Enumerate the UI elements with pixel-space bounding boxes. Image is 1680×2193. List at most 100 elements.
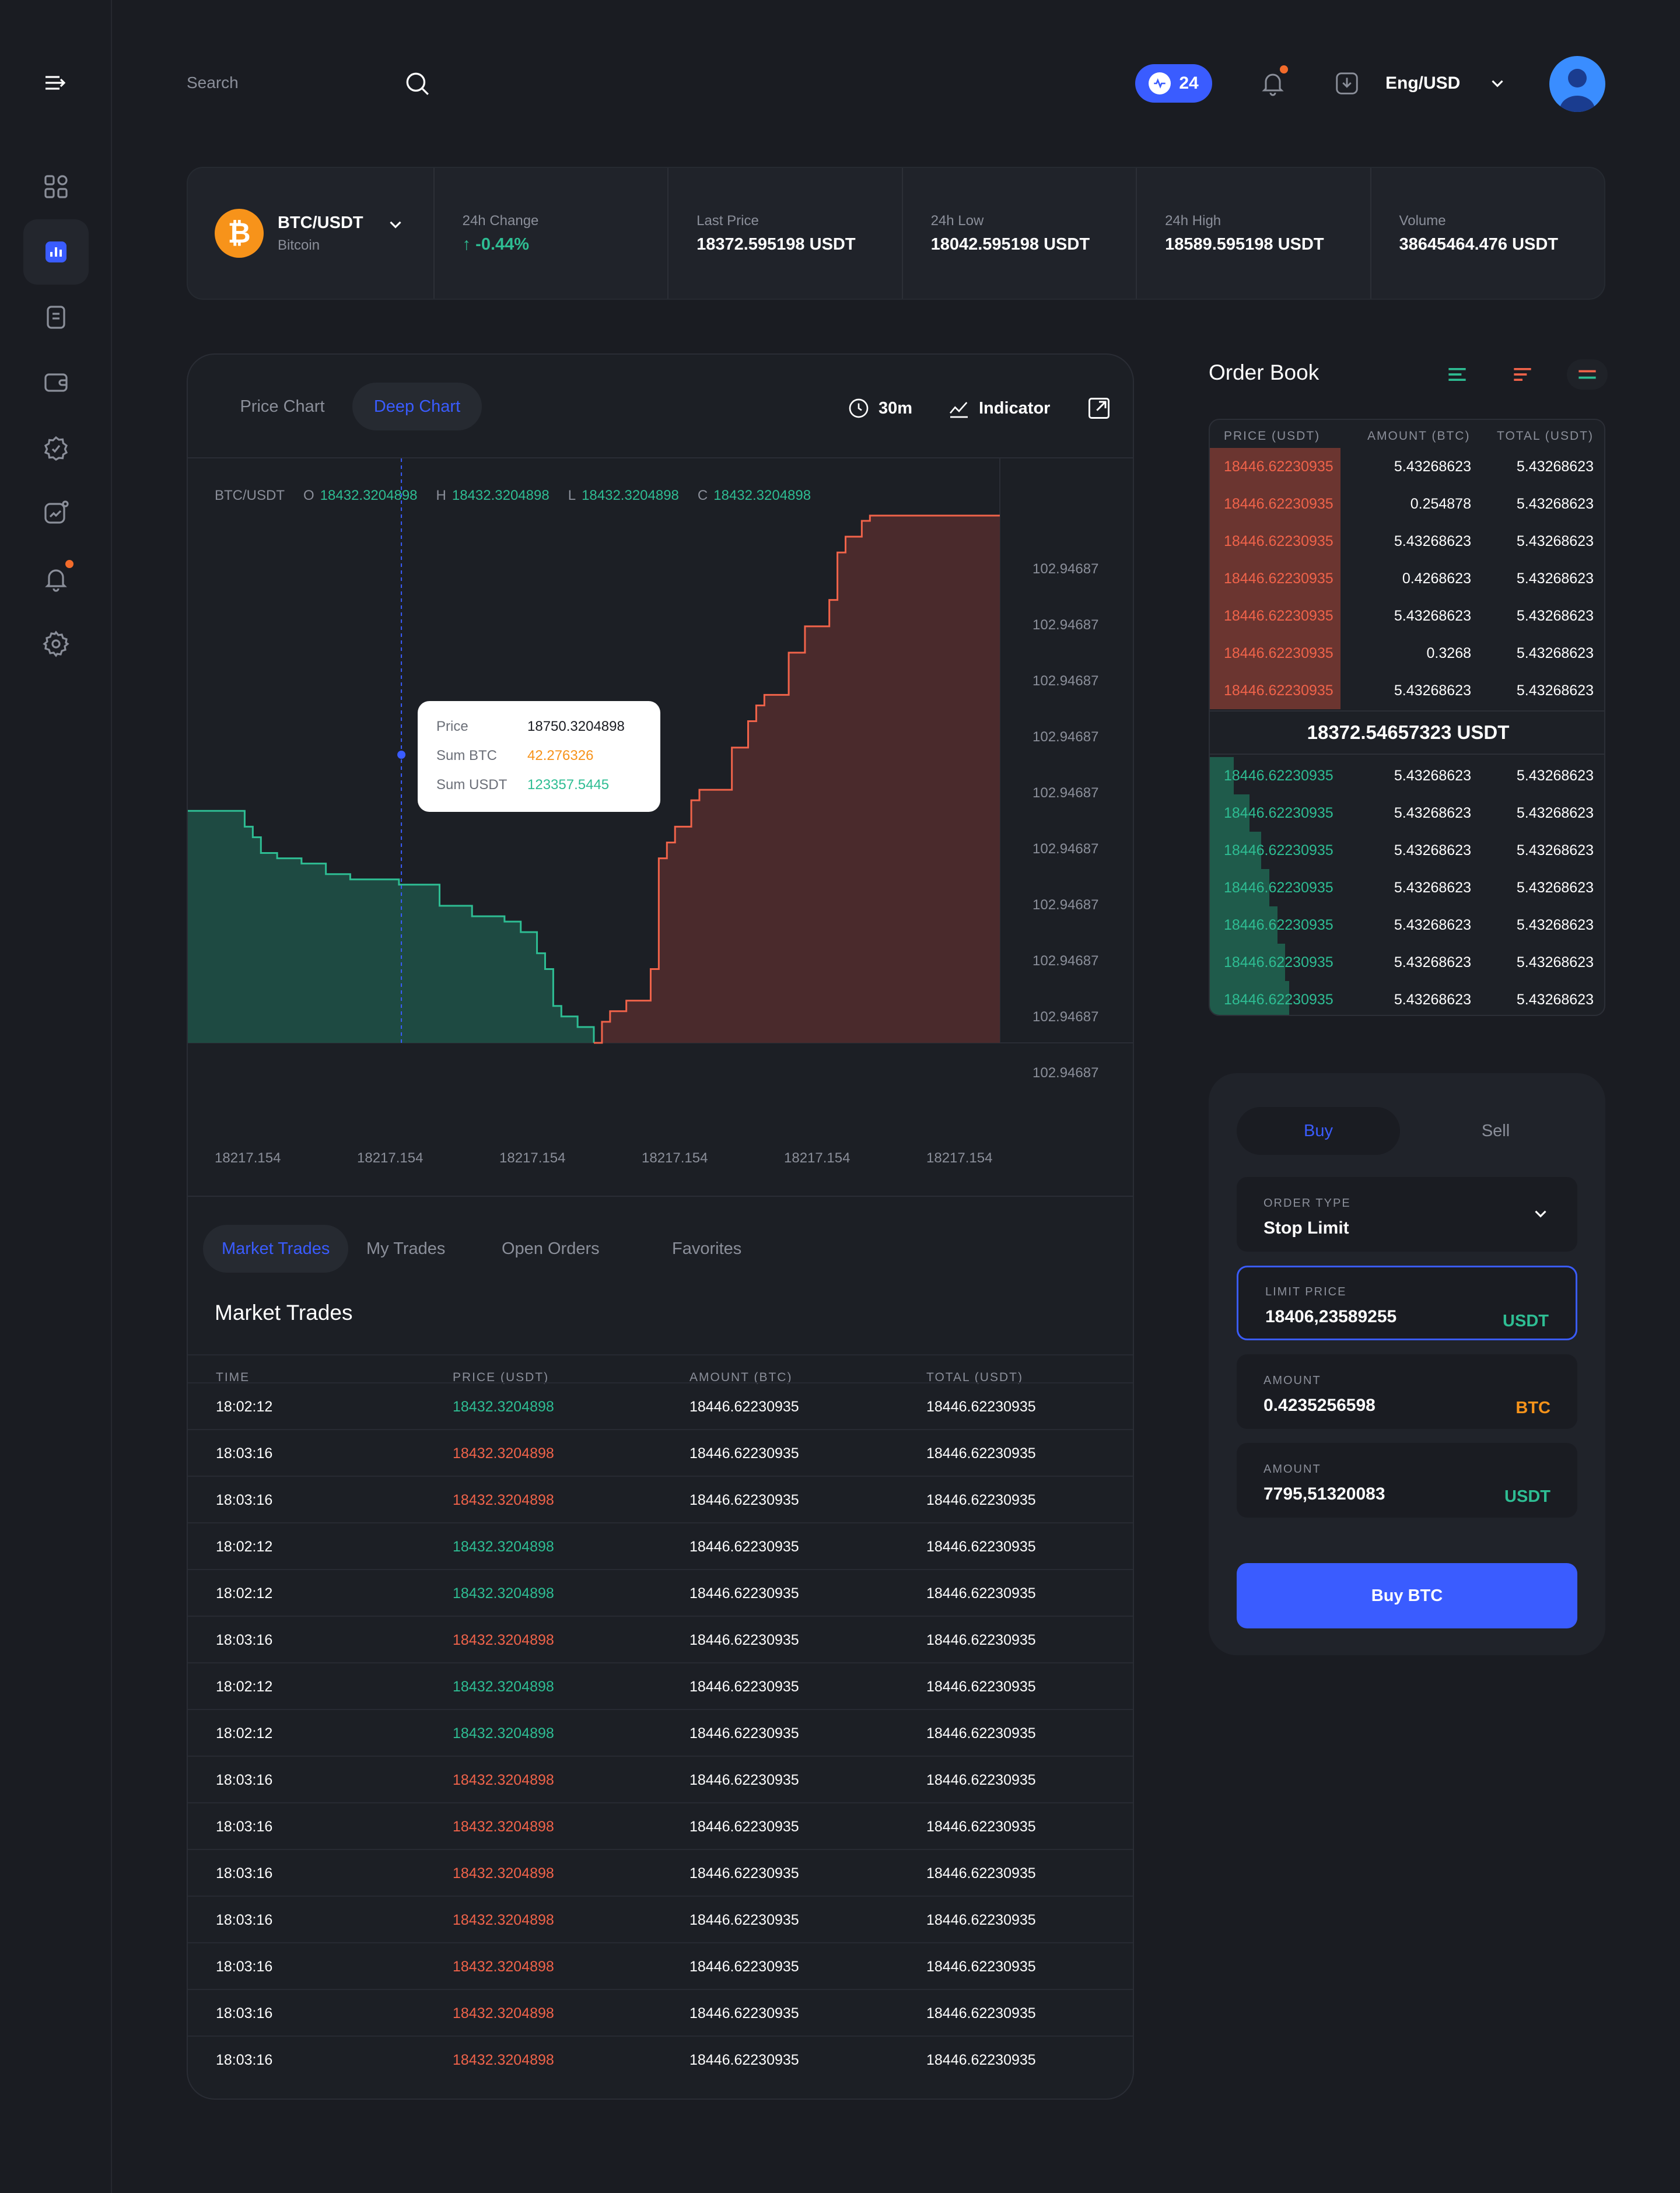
order-book-row[interactable]: 18446.62230935 5.43268623 5.43268623 — [1210, 523, 1604, 560]
price-tick-label: 102.94687 — [1032, 561, 1099, 577]
view-asks-icon[interactable] — [1510, 362, 1535, 387]
analytics-icon[interactable] — [23, 481, 89, 546]
volume-label: Volume — [1399, 212, 1446, 229]
tooltip-sum-usdt-row: Sum USDT 123357.5445 — [436, 777, 610, 793]
price-tick-label: 102.94687 — [1032, 673, 1099, 689]
table-row[interactable]: 18:03:16 18432.3204898 18446.62230935 18446… — [188, 1989, 1133, 2036]
trade-time: 18:03:16 — [216, 1445, 273, 1462]
table-row[interactable]: 18:02:12 18432.3204898 18446.62230935 18446… — [188, 1382, 1133, 1429]
last-price-cell: Last Price 18372.595198 USDT — [667, 168, 901, 299]
order-book-row[interactable]: 18446.62230935 5.43268623 5.43268623 — [1210, 944, 1604, 981]
change-label: 24h Change — [462, 212, 539, 229]
tab-deep-chart[interactable]: Deep Chart — [352, 383, 482, 430]
language-currency-select[interactable]: Eng/USD — [1385, 73, 1461, 93]
dashboard-icon[interactable] — [23, 154, 89, 219]
expand-icon[interactable] — [1086, 395, 1112, 421]
menu-toggle-icon[interactable] — [23, 50, 89, 115]
table-row[interactable]: 18:03:16 18432.3204898 18446.62230935 18446… — [188, 1802, 1133, 1849]
table-row[interactable]: 18:03:16 18432.3204898 18446.62230935 18446… — [188, 1616, 1133, 1662]
tab-open-orders[interactable]: Open Orders — [502, 1239, 600, 1258]
tab-market-trades[interactable]: Market Trades — [203, 1225, 349, 1273]
order-book-row[interactable]: 18446.62230935 5.43268623 5.43268623 — [1210, 597, 1604, 635]
divider — [188, 1196, 1133, 1197]
explore-icon[interactable] — [23, 415, 89, 481]
ob-total: 5.43268623 — [1516, 533, 1594, 549]
tab-my-trades[interactable]: My Trades — [366, 1239, 446, 1258]
table-row[interactable]: 18:03:16 18432.3204898 18446.62230935 18446… — [188, 1896, 1133, 1942]
depth-bar — [1210, 757, 1234, 794]
document-icon[interactable] — [23, 285, 89, 350]
table-row[interactable]: 18:03:16 18432.3204898 18446.62230935 18446… — [188, 1429, 1133, 1476]
order-book-row[interactable]: 18446.62230935 5.43268623 5.43268623 — [1210, 906, 1604, 944]
order-book-row[interactable]: 18446.62230935 5.43268623 5.43268623 — [1210, 757, 1604, 794]
view-bids-icon[interactable] — [1444, 362, 1470, 387]
trades-title: Market Trades — [215, 1301, 353, 1325]
indicator-button[interactable]: Indicator — [947, 397, 1050, 420]
table-row[interactable]: 18:02:12 18432.3204898 18446.62230935 18446… — [188, 1662, 1133, 1709]
tab-price-chart[interactable]: Price Chart — [240, 397, 325, 416]
table-row[interactable]: 18:02:12 18432.3204898 18446.62230935 18446… — [188, 1709, 1133, 1756]
buy-tab[interactable]: Buy — [1237, 1107, 1400, 1155]
order-book-row[interactable]: 18446.62230935 5.43268623 5.43268623 — [1210, 448, 1604, 485]
ob-price: 18446.62230935 — [1224, 496, 1334, 512]
activity-count: 24 — [1179, 73, 1199, 93]
pair-chevron-down-icon[interactable] — [386, 215, 405, 234]
volume-value: 38645464.476 USDT — [1399, 234, 1559, 254]
ob-price: 18446.62230935 — [1224, 917, 1334, 933]
sell-tab[interactable]: Sell — [1481, 1121, 1510, 1140]
notifications-icon[interactable] — [23, 546, 89, 611]
order-book-row[interactable]: 18446.62230935 5.43268623 5.43268623 — [1210, 794, 1604, 832]
order-type-value: Stop Limit — [1264, 1218, 1349, 1238]
table-row[interactable]: 18:03:16 18432.3204898 18446.62230935 18446… — [188, 1849, 1133, 1896]
limit-price-unit: USDT — [1503, 1312, 1549, 1330]
pair-selector[interactable]: ₿ BTC/USDT Bitcoin — [188, 168, 433, 299]
activity-badge[interactable]: 24 — [1135, 64, 1212, 103]
order-book: PRICE (USDT) AMOUNT (BTC) TOTAL (USDT) 1… — [1209, 419, 1605, 1016]
order-book-row[interactable]: 18446.62230935 5.43268623 5.43268623 — [1210, 672, 1604, 709]
chevron-down-icon[interactable] — [1488, 73, 1507, 93]
high-cell: 24h High 18589.595198 USDT — [1136, 168, 1370, 299]
tab-favorites[interactable]: Favorites — [672, 1239, 742, 1258]
view-both-icon[interactable] — [1567, 359, 1608, 390]
order-book-row[interactable]: 18446.62230935 0.3268 5.43268623 — [1210, 635, 1604, 672]
buy-btc-button[interactable]: Buy BTC — [1237, 1563, 1577, 1628]
order-type-select[interactable]: ORDER TYPE Stop Limit — [1237, 1177, 1577, 1252]
order-book-row[interactable]: 18446.62230935 5.43268623 5.43268623 — [1210, 869, 1604, 906]
search-icon[interactable] — [402, 69, 432, 98]
depth-area-bids — [188, 811, 594, 1043]
clock-icon — [849, 398, 869, 418]
amount-btc-field[interactable]: AMOUNT 0.4235256598 BTC — [1237, 1354, 1577, 1429]
trade-price: 18432.3204898 — [453, 1865, 554, 1882]
download-icon[interactable] — [1334, 70, 1360, 97]
order-book-row[interactable]: 18446.62230935 0.4268623 5.43268623 — [1210, 560, 1604, 597]
trade-chart-icon[interactable] — [23, 219, 89, 285]
table-row[interactable]: 18:02:12 18432.3204898 18446.62230935 18446… — [188, 1569, 1133, 1616]
depth-chart[interactable] — [188, 458, 1134, 1100]
table-row[interactable]: 18:03:16 18432.3204898 18446.62230935 18446… — [188, 1476, 1133, 1522]
interval-selector[interactable]: 30m — [847, 397, 912, 420]
ob-price: 18446.62230935 — [1224, 608, 1334, 624]
user-avatar[interactable] — [1549, 56, 1605, 112]
search-input[interactable]: Search — [187, 73, 239, 92]
trade-price: 18432.3204898 — [453, 1539, 554, 1555]
order-book-row[interactable]: 18446.62230935 0.254878 5.43268623 — [1210, 485, 1604, 523]
table-row[interactable]: 18:03:16 18432.3204898 18446.62230935 18446… — [188, 1756, 1133, 1802]
order-book-row[interactable]: 18446.62230935 5.43268623 5.43268623 — [1210, 981, 1604, 1015]
ob-amount: 5.43268623 — [1394, 805, 1471, 821]
depth-bar — [1210, 485, 1340, 523]
settings-icon[interactable] — [23, 611, 89, 677]
ob-amount: 5.43268623 — [1394, 842, 1471, 859]
table-row[interactable]: 18:02:12 18432.3204898 18446.62230935 18446… — [188, 1522, 1133, 1569]
market-ticker: ₿ BTC/USDT Bitcoin 24h Change ↑ -0.44% L… — [187, 167, 1605, 300]
table-row[interactable]: 18:03:16 18432.3204898 18446.62230935 18446… — [188, 1942, 1133, 1989]
table-row[interactable]: 18:03:16 18432.3204898 18446.62230935 18446… — [188, 2036, 1133, 2082]
trade-price: 18432.3204898 — [453, 1492, 554, 1508]
amount-usdt-field[interactable]: AMOUNT 7795,51320083 USDT — [1237, 1443, 1577, 1518]
depth-area-asks — [594, 516, 1000, 1043]
header-bell-icon[interactable] — [1259, 65, 1288, 97]
wallet-icon[interactable] — [23, 350, 89, 415]
trade-amount: 18446.62230935 — [690, 1772, 799, 1788]
limit-price-field[interactable]: LIMIT PRICE 18406,23589255 USDT — [1237, 1266, 1577, 1340]
order-book-row[interactable]: 18446.62230935 5.43268623 5.43268623 — [1210, 832, 1604, 869]
sidebar — [0, 0, 112, 2193]
